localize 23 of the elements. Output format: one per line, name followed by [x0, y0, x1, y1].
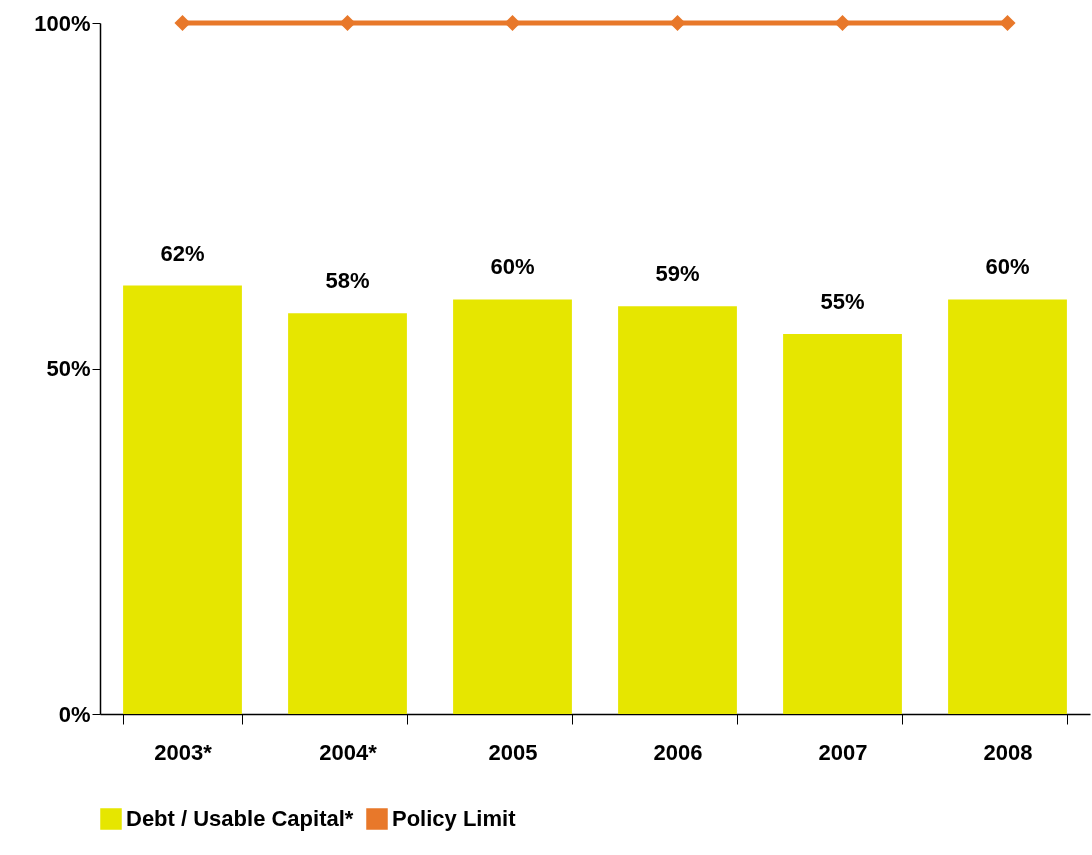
x-tick-label: 2005: [488, 739, 538, 765]
x-tick-label: 2004*: [319, 739, 378, 765]
bar: [453, 299, 572, 714]
bar: [288, 313, 407, 714]
x-tick-label: 2008: [983, 739, 1033, 765]
data-label: 62%: [160, 240, 205, 266]
legend-label: Policy Limit: [392, 806, 517, 831]
bar: [123, 285, 242, 714]
bar: [618, 306, 737, 714]
data-label: 60%: [985, 254, 1030, 280]
data-label: 59%: [655, 261, 700, 287]
data-label: 58%: [325, 268, 370, 294]
y-tick-label: 0%: [58, 701, 91, 727]
data-label: 55%: [820, 288, 865, 314]
x-tick-label: 2006: [653, 739, 703, 765]
bar: [948, 299, 1067, 714]
data-label: 60%: [490, 254, 535, 280]
y-tick-label: 100%: [34, 10, 91, 36]
bar: [783, 333, 902, 714]
legend-label: Debt / Usable Capital*: [126, 806, 354, 831]
x-tick-label: 2003*: [154, 739, 213, 765]
y-tick-label: 50%: [46, 356, 91, 381]
x-tick-label: 2007: [818, 739, 868, 765]
